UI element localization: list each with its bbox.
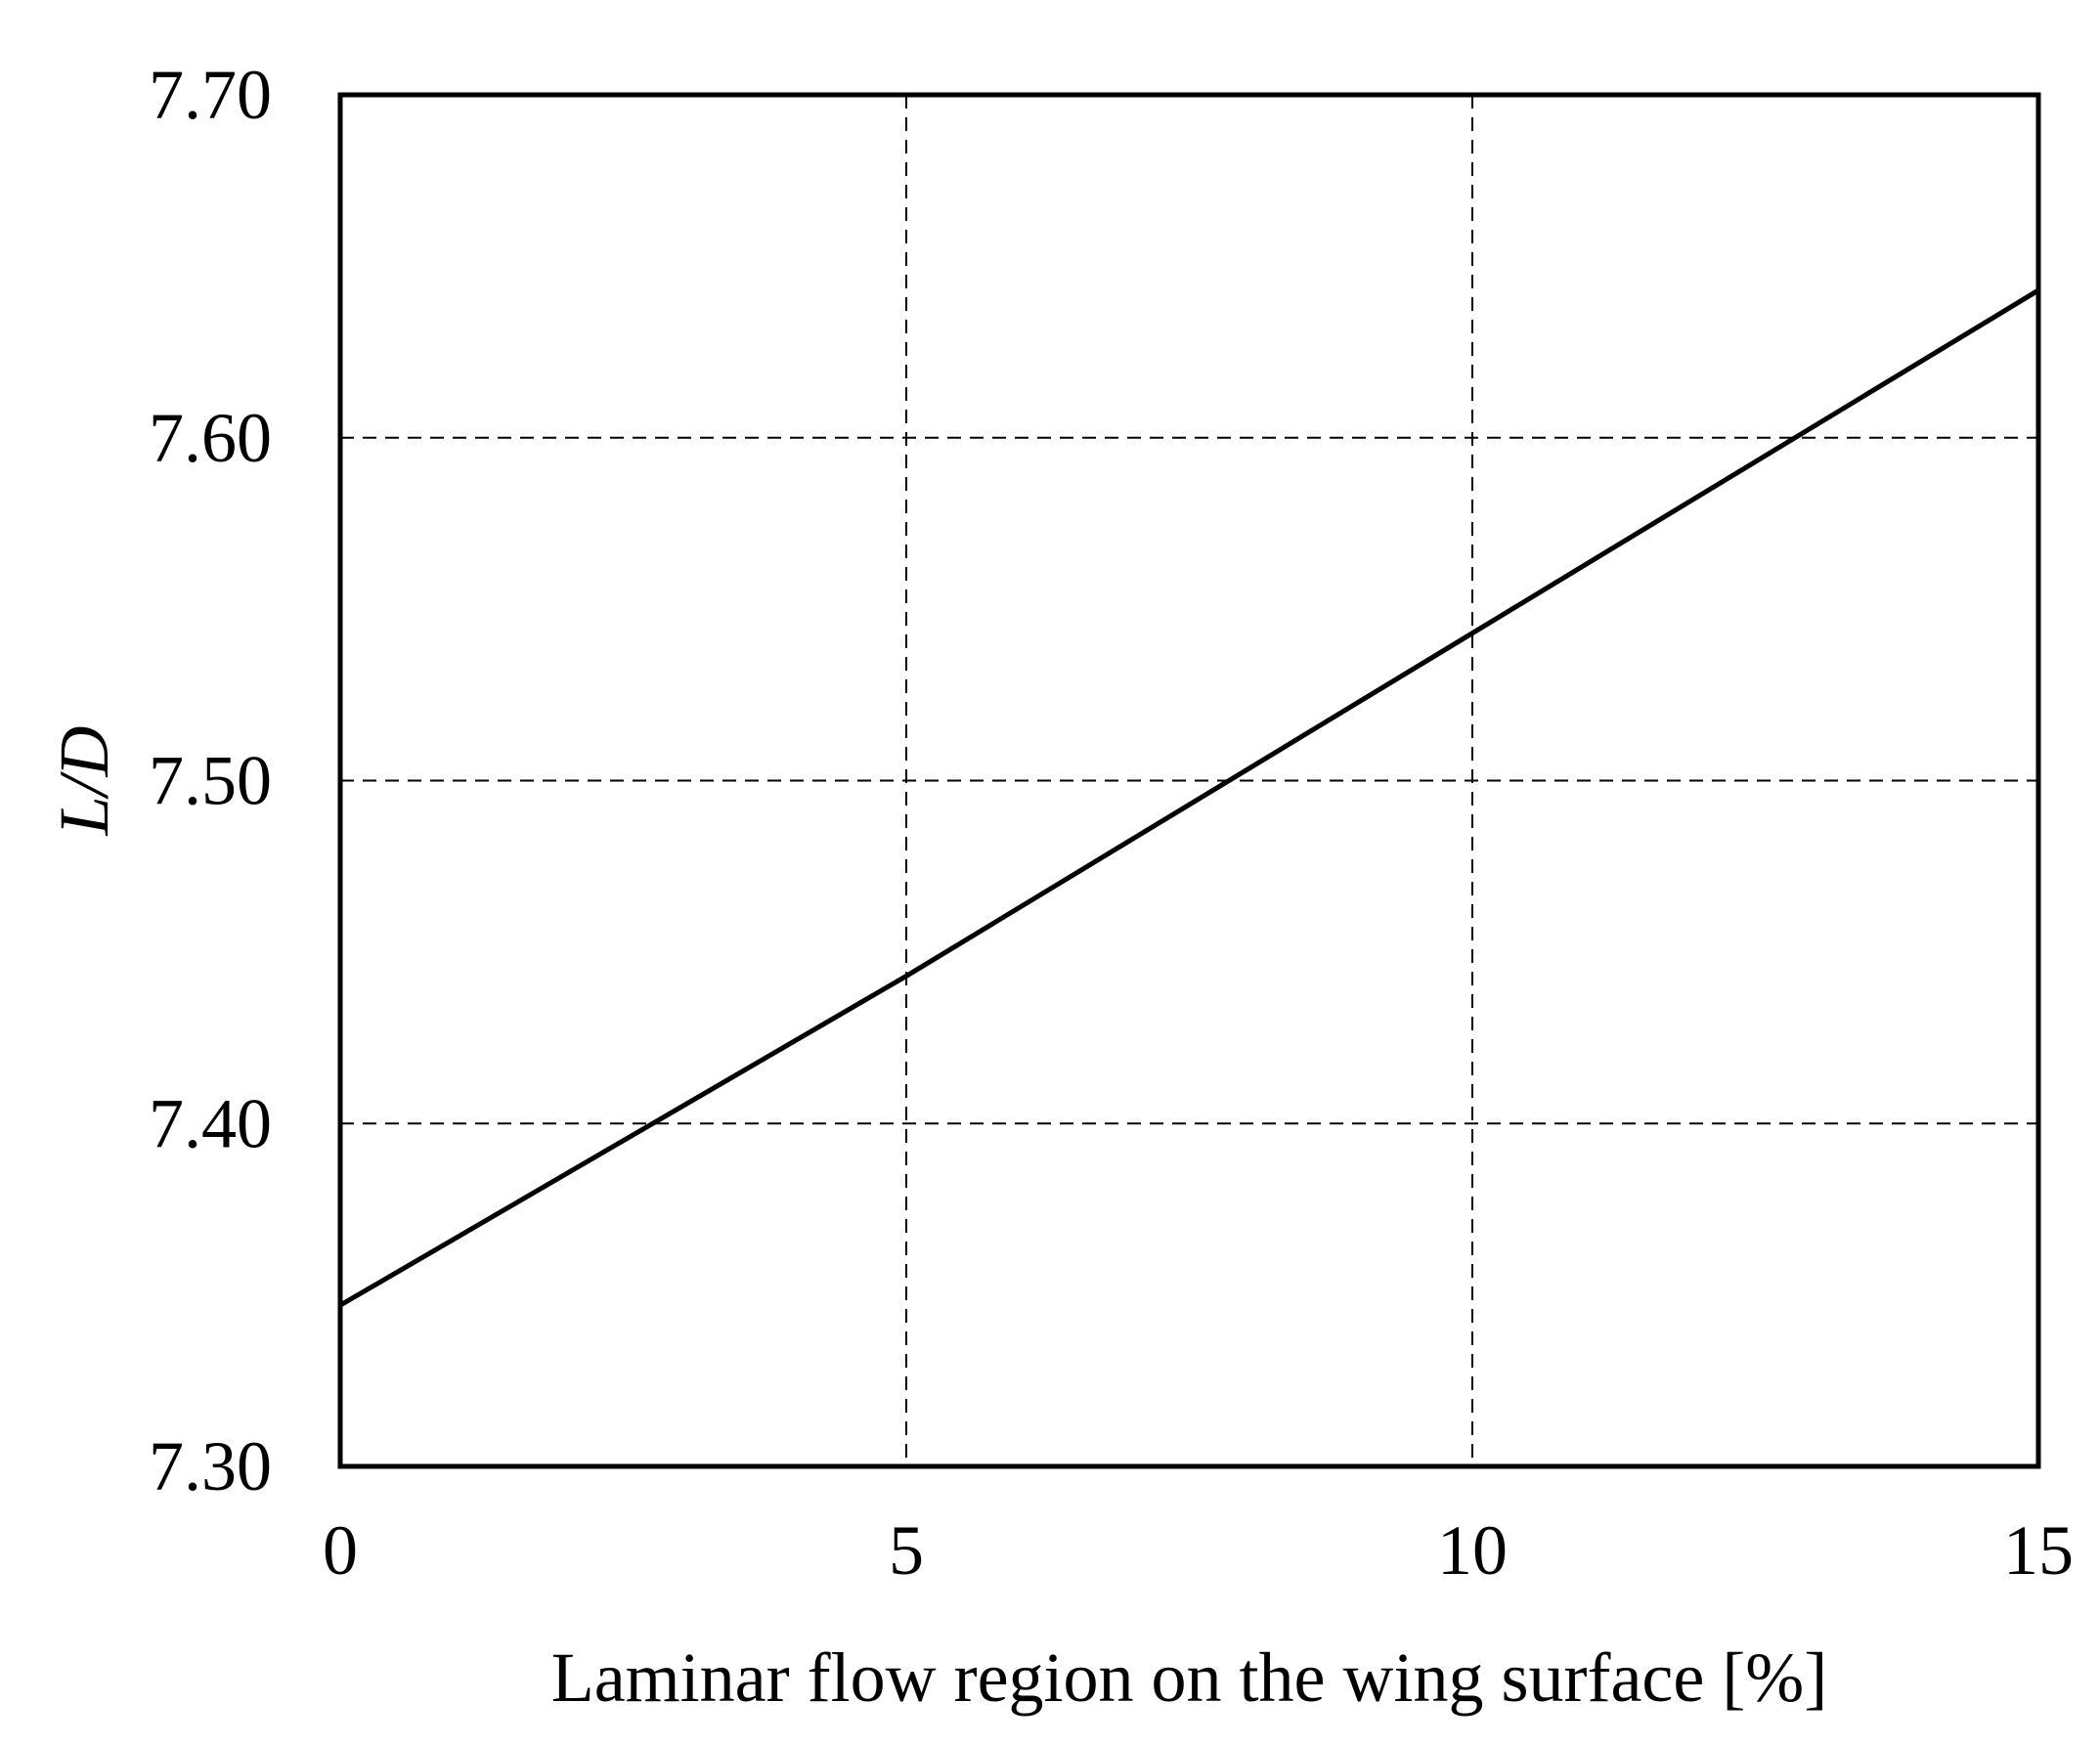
x-tick-label: 15 bbox=[2003, 1511, 2074, 1590]
y-axis-title: L/D bbox=[45, 725, 123, 836]
series-layer bbox=[338, 287, 2040, 1308]
series-line bbox=[338, 287, 2040, 1308]
grid-lines bbox=[340, 95, 2038, 1466]
x-tick-label: 5 bbox=[889, 1511, 924, 1590]
y-tick-label: 7.30 bbox=[149, 1427, 272, 1505]
y-tick-label: 7.70 bbox=[149, 56, 272, 134]
y-tick-label: 7.60 bbox=[149, 399, 272, 477]
x-tick-label: 10 bbox=[1437, 1511, 1508, 1590]
x-tick-labels: 0 5 10 15 bbox=[323, 1511, 2074, 1590]
y-tick-label: 7.50 bbox=[149, 742, 272, 820]
x-axis-title: Laminar flow region on the wing surface … bbox=[551, 1638, 1828, 1717]
y-tick-label: 7.40 bbox=[149, 1084, 272, 1162]
plot-frame bbox=[337, 92, 2041, 1469]
y-tick-labels: 7.30 7.40 7.50 7.60 7.70 bbox=[149, 56, 272, 1505]
x-tick-label: 0 bbox=[323, 1511, 358, 1590]
